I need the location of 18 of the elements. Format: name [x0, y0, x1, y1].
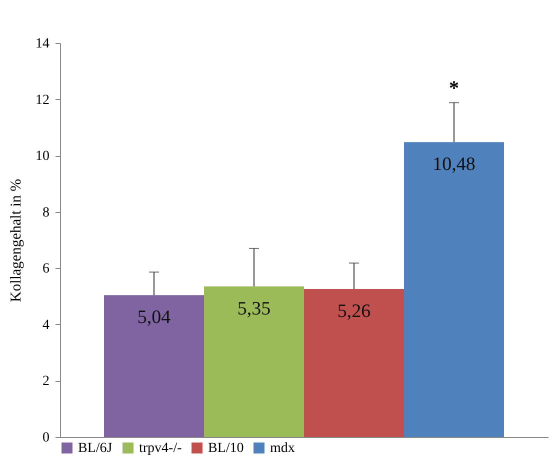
y-tick-label: 12 — [36, 92, 50, 108]
data-label: 5,26 — [337, 300, 371, 322]
data-label: 5,04 — [137, 307, 172, 328]
legend-label: BL/6J — [78, 441, 113, 456]
data-label: 10,48 — [432, 154, 476, 176]
legend-label: mdx — [270, 441, 295, 456]
y-tick-label: 2 — [42, 374, 50, 390]
y-tick-label: 0 — [42, 430, 50, 446]
legend-label: trpv4-/- — [139, 441, 182, 456]
y-tick-label: 14 — [36, 36, 50, 52]
legend-label: BL/10 — [208, 441, 244, 456]
y-tick-label: 6 — [42, 262, 50, 277]
y-tick-label: 10 — [36, 149, 50, 164]
y-tick-label: 4 — [42, 318, 50, 333]
data-label: 5,35 — [237, 298, 271, 320]
y-axis-title: Kollagengehalt in % — [8, 178, 24, 302]
annotation: * — [449, 78, 459, 100]
y-tick-label: 8 — [42, 205, 50, 220]
